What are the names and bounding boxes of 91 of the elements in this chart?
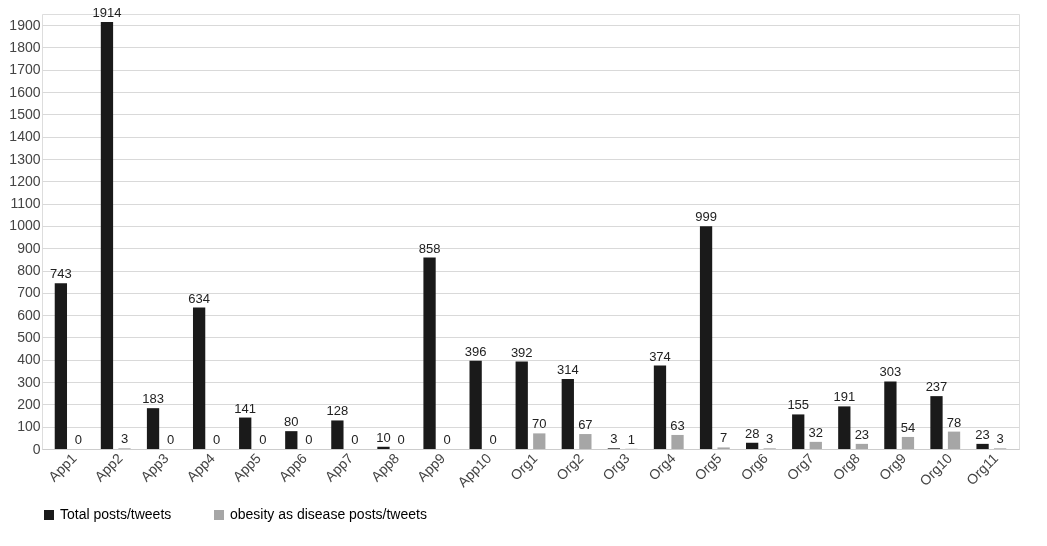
data-label: 0 <box>443 432 451 447</box>
data-label: 3 <box>610 431 618 447</box>
data-label: 396 <box>464 343 487 359</box>
bar <box>54 283 68 449</box>
legend-label: obesity as disease posts/tweets <box>230 506 427 522</box>
data-label: 999 <box>695 209 717 225</box>
y-tick-label: 700 <box>17 284 41 301</box>
bar <box>809 441 822 449</box>
y-tick-label: 1600 <box>9 83 41 100</box>
data-label: 67 <box>578 417 593 433</box>
bar <box>579 434 592 449</box>
y-tick-label: 800 <box>17 262 41 279</box>
y-tick-label: 1700 <box>9 61 41 78</box>
bar <box>533 433 546 449</box>
y-tick-label: 600 <box>17 306 41 323</box>
y-tick-label: 1500 <box>9 105 41 122</box>
y-tick-label: 1200 <box>9 172 41 189</box>
y-tick-label: 900 <box>17 239 41 256</box>
bar <box>746 442 759 449</box>
bar <box>901 436 915 449</box>
data-label: 141 <box>234 400 257 416</box>
bar <box>671 434 684 449</box>
data-label: 3 <box>996 431 1004 447</box>
data-label: 0 <box>305 432 313 447</box>
data-label: 743 <box>50 266 72 282</box>
data-label: 314 <box>556 361 579 377</box>
bar <box>792 414 805 449</box>
data-label: 7 <box>720 430 728 446</box>
bar <box>331 420 344 449</box>
bar <box>855 443 869 449</box>
data-label: 858 <box>418 240 441 256</box>
data-label: 0 <box>351 432 359 447</box>
bar <box>469 360 482 449</box>
y-tick-label: 1300 <box>9 150 41 167</box>
data-label: 3 <box>120 431 129 447</box>
data-label: 191 <box>833 389 856 405</box>
data-label: 0 <box>213 432 221 447</box>
bar <box>100 22 114 449</box>
y-tick-label: 400 <box>17 351 41 368</box>
data-label: 3 <box>766 431 774 447</box>
bar <box>947 431 961 449</box>
y-tick-label: 300 <box>17 373 41 390</box>
data-label: 70 <box>532 416 547 432</box>
bar <box>653 365 667 449</box>
data-label: 303 <box>879 364 902 380</box>
bar <box>561 378 574 449</box>
bar <box>930 396 943 449</box>
bar <box>838 406 851 449</box>
bar <box>239 417 252 449</box>
data-label: 392 <box>510 344 533 360</box>
data-label: 183 <box>142 391 164 407</box>
data-label: 54 <box>900 419 916 435</box>
data-label: 0 <box>397 432 405 447</box>
y-tick-label: 0 <box>32 440 41 457</box>
data-label: 23 <box>975 426 990 442</box>
bar <box>146 408 160 449</box>
y-tick-label: 1000 <box>9 217 41 234</box>
bar <box>699 226 713 449</box>
data-label: 0 <box>259 432 267 447</box>
data-label: 32 <box>808 424 824 440</box>
data-label: 374 <box>649 348 671 364</box>
y-tick-label: 500 <box>17 328 41 345</box>
bar <box>285 431 298 449</box>
data-label: 78 <box>946 414 962 430</box>
data-label: 1914 <box>92 5 122 21</box>
legend-label: Total posts/tweets <box>60 506 172 522</box>
data-label: 0 <box>166 432 175 447</box>
bar <box>515 361 528 449</box>
data-label: 63 <box>670 417 685 433</box>
y-tick-label: 1800 <box>9 38 41 55</box>
bar <box>192 307 206 449</box>
y-tick-label: 100 <box>17 418 41 435</box>
data-label: 1 <box>627 431 636 447</box>
bar <box>976 443 989 449</box>
data-label: 28 <box>744 425 760 441</box>
y-tick-label: 1100 <box>10 195 41 212</box>
data-label: 80 <box>284 414 299 430</box>
data-label: 634 <box>188 290 210 306</box>
y-tick-label: 1900 <box>9 16 41 33</box>
data-label: 10 <box>376 429 391 445</box>
bar <box>377 446 390 449</box>
y-tick-label: 200 <box>17 395 41 412</box>
data-label: 23 <box>854 426 870 442</box>
bar <box>423 257 436 449</box>
data-label: 0 <box>74 432 83 447</box>
data-label: 128 <box>326 403 349 419</box>
bar <box>884 381 897 449</box>
data-label: 155 <box>787 397 810 413</box>
y-tick-label: 1400 <box>9 128 41 145</box>
data-label: 0 <box>489 432 497 447</box>
data-label: 237 <box>925 379 948 395</box>
